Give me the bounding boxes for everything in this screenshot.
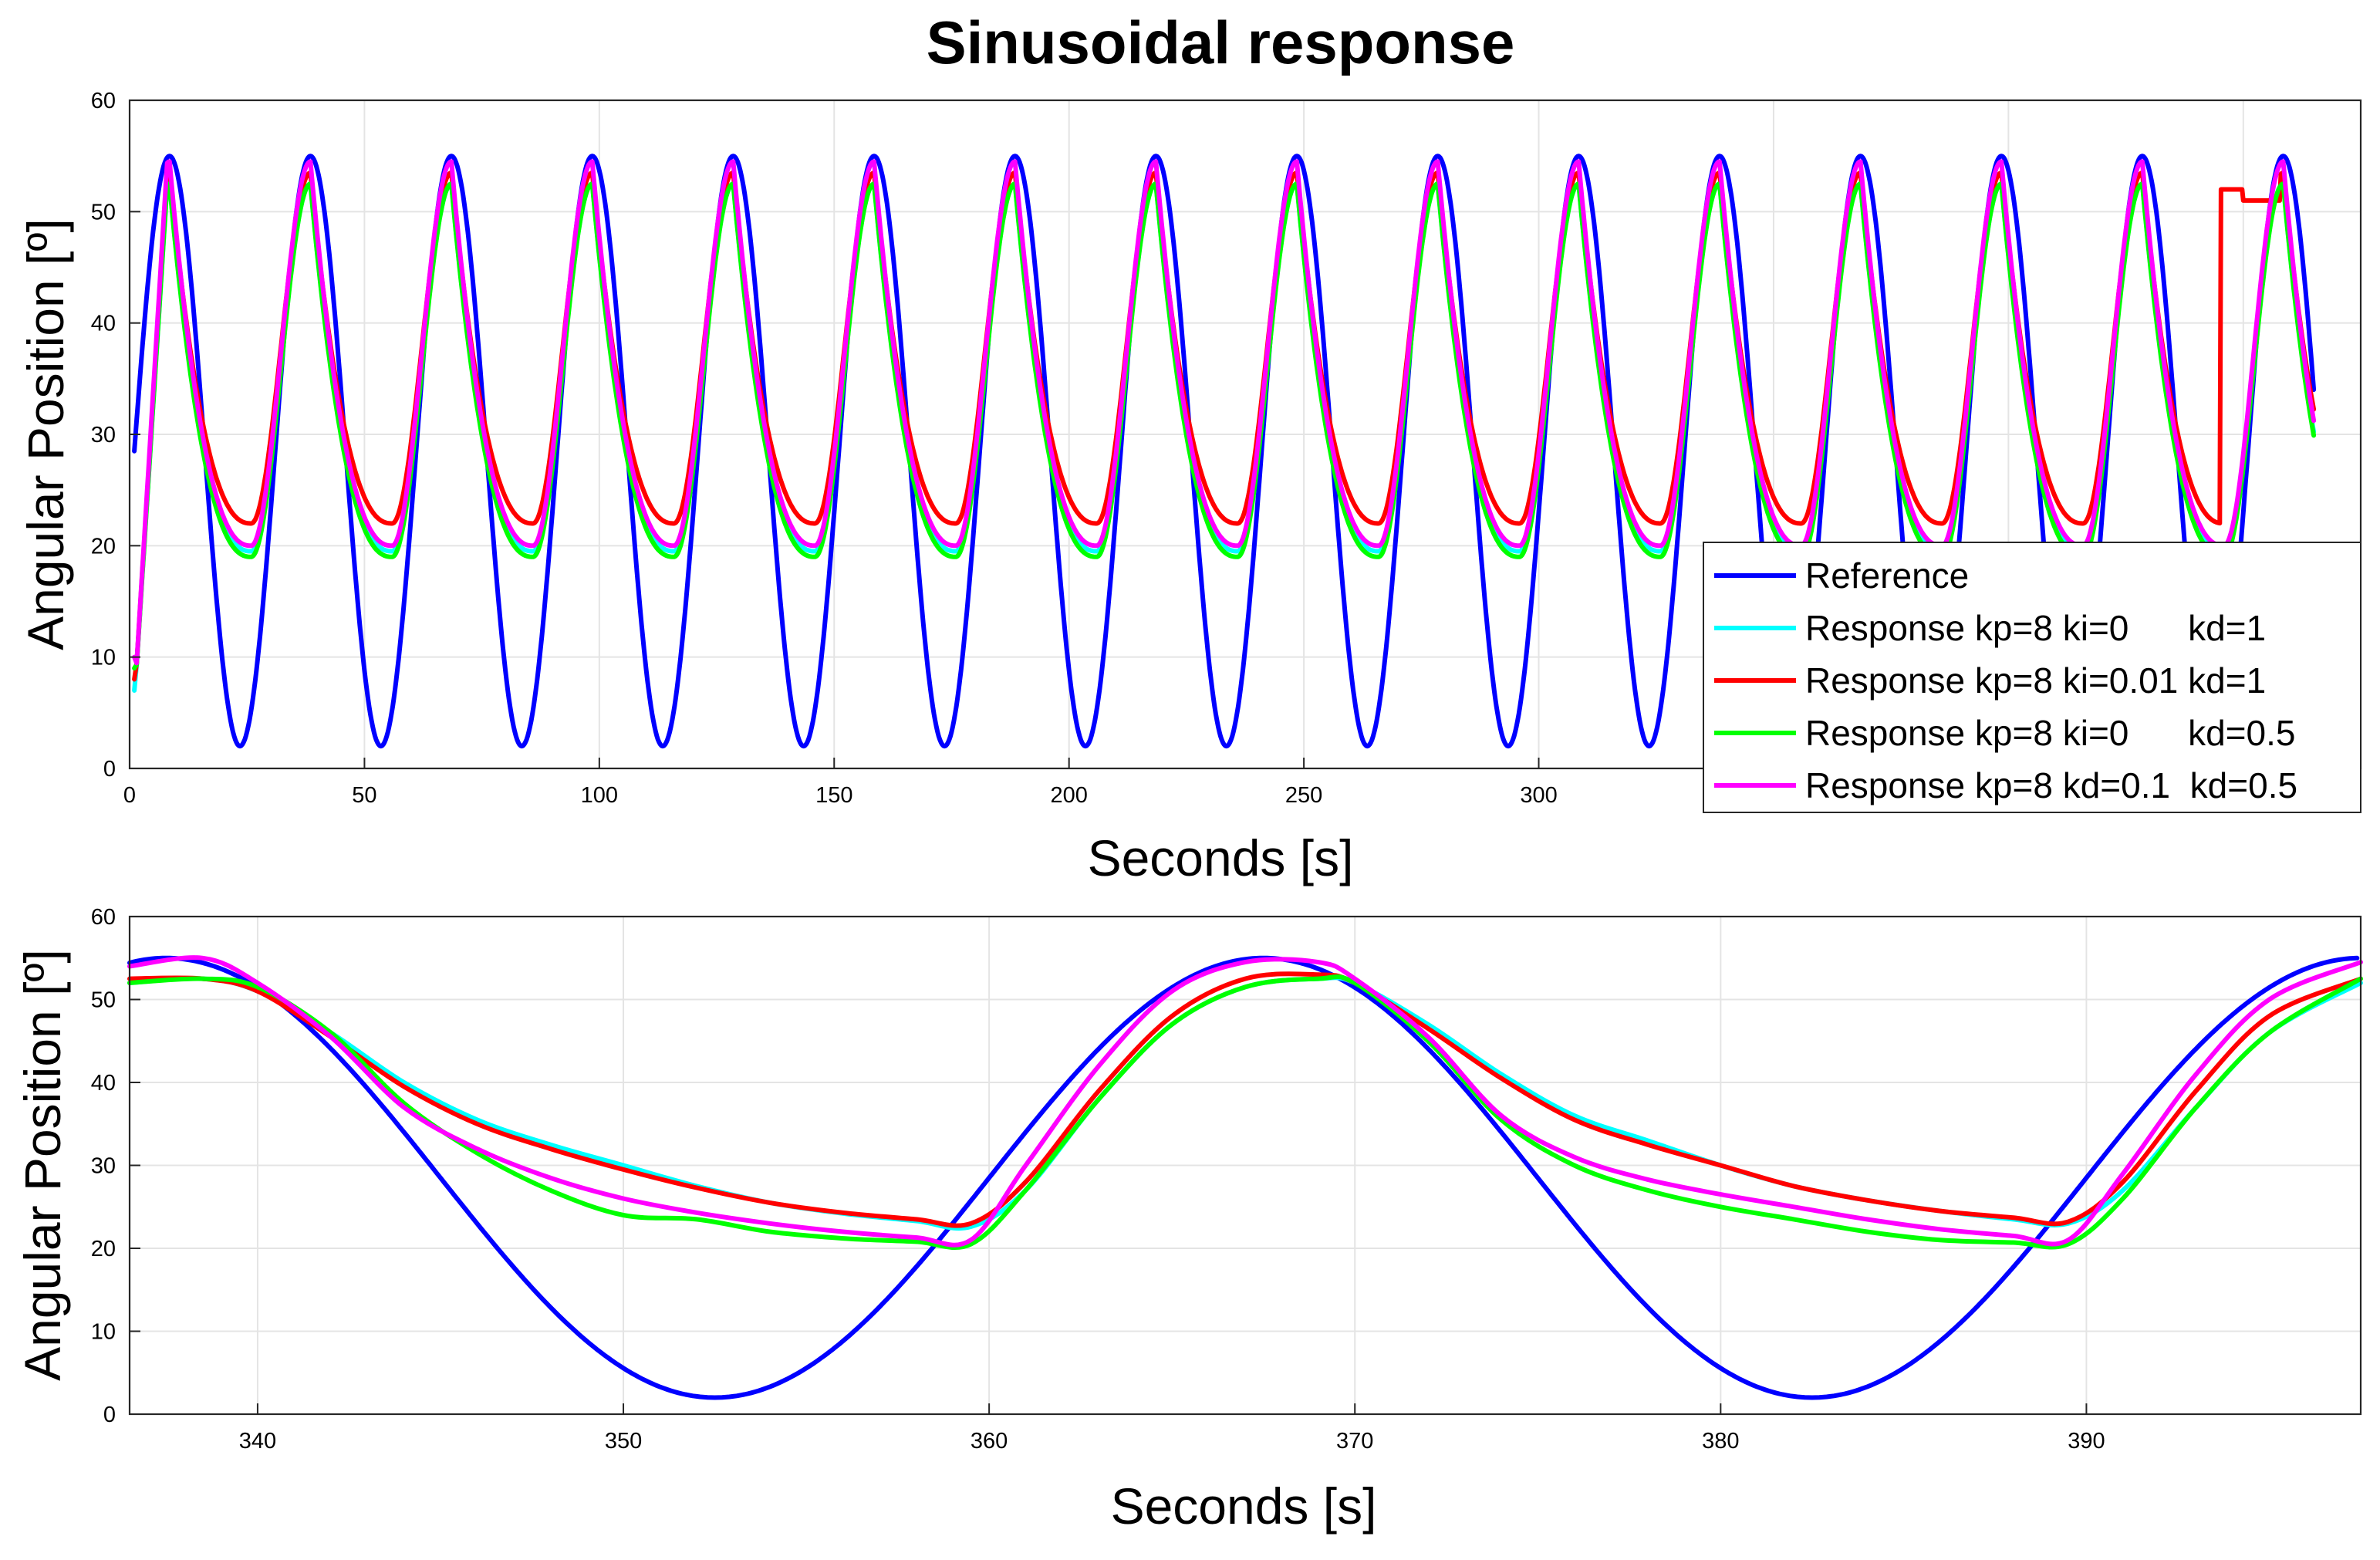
bottom-ytick-label-60: 60 (91, 905, 116, 930)
bottom-xtick-label-340: 340 (239, 1429, 276, 1454)
legend-label-magenta: Response kp=8 kd=0.1 kd=0.5 (1805, 765, 2297, 805)
bottom-series-line-2 (127, 971, 2363, 1228)
legend-entry-green: Response kp=8 ki=0 kd=0.5 (1714, 713, 2295, 753)
bottom-plot: 340 350 360 370 380 390 0 10 20 30 40 50 60 Seconds … (14, 905, 2363, 1535)
top-xtick-label-150: 150 (815, 783, 852, 808)
top-ytick-label-60: 60 (91, 89, 116, 113)
top-ytick-label-40: 40 (91, 312, 116, 336)
top-ytick-label-30: 30 (91, 423, 116, 447)
legend-entry-reference: Reference (1714, 555, 1969, 596)
legend: Reference Response kp=8 ki=0 kd=1 Respon… (1703, 542, 2361, 813)
bottom-xtick-label-380: 380 (1702, 1429, 1739, 1454)
top-ytick-label-10: 10 (91, 646, 116, 670)
top-plot: 0501001502002503003504004500102030405060… (17, 89, 2362, 886)
top-ytick-label-50: 50 (91, 200, 116, 225)
top-series-line-2 (132, 170, 2317, 682)
bottom-xtick-label-350: 350 (605, 1429, 642, 1454)
legend-label-red: Response kp=8 ki=0.01 kd=1 (1805, 660, 2266, 701)
top-xtick-label-200: 200 (1050, 783, 1087, 808)
legend-box (1703, 542, 2361, 813)
top-xtick-label-100: 100 (581, 783, 618, 808)
top-ytick-label-0: 0 (103, 757, 116, 782)
bottom-series-group (127, 955, 2363, 1400)
legend-entry-magenta: Response kp=8 kd=0.1 kd=0.5 (1714, 765, 2297, 805)
bottom-series-line-1 (127, 975, 2363, 1231)
bottom-xtick-label-360: 360 (971, 1429, 1008, 1454)
bottom-ytick-label-0: 0 (103, 1403, 116, 1427)
top-series-line-4 (132, 159, 2317, 666)
bottom-ytick-label-20: 20 (91, 1237, 116, 1261)
top-xtick-label-250: 250 (1285, 783, 1322, 808)
top-xtick-label-300: 300 (1520, 783, 1557, 808)
bottom-xtick-label-370: 370 (1336, 1429, 1373, 1454)
top-ytick-label-20: 20 (91, 534, 116, 559)
bottom-ytick-label-30: 30 (91, 1154, 116, 1179)
top-y-axis-label: Angular Position [º] (17, 218, 74, 650)
bottom-ytick-label-40: 40 (91, 1071, 116, 1096)
bottom-xtick-label-390: 390 (2068, 1429, 2105, 1454)
bottom-y-axis-label: Angular Position [º] (14, 949, 71, 1381)
legend-entry-cyan: Response kp=8 ki=0 kd=1 (1714, 608, 2266, 648)
bottom-series-line-3 (127, 974, 2363, 1250)
bottom-ticks: 340 350 360 370 380 390 0 10 20 30 40 50 60 (91, 905, 2105, 1454)
bottom-series-line-0 (127, 955, 2360, 1400)
bottom-ytick-label-10: 10 (91, 1320, 116, 1345)
bottom-ytick-label-50: 50 (91, 988, 116, 1013)
top-x-axis-label: Seconds [s] (1088, 829, 1354, 886)
legend-label-green: Response kp=8 ki=0 kd=0.5 (1805, 713, 2295, 753)
legend-label-cyan: Response kp=8 ki=0 kd=1 (1805, 608, 2266, 648)
top-xtick-label-0: 0 (123, 783, 136, 808)
bottom-series-line-4 (127, 955, 2363, 1248)
top-xtick-label-50: 50 (352, 783, 376, 808)
legend-entry-red: Response kp=8 ki=0.01 kd=1 (1714, 660, 2266, 701)
bottom-grid (130, 917, 2361, 1414)
bottom-x-axis-label: Seconds [s] (1111, 1477, 1377, 1535)
legend-label-reference: Reference (1805, 555, 1969, 596)
top-series-line-3 (132, 181, 2317, 671)
chart-title: Sinusoidal response (927, 8, 1515, 76)
